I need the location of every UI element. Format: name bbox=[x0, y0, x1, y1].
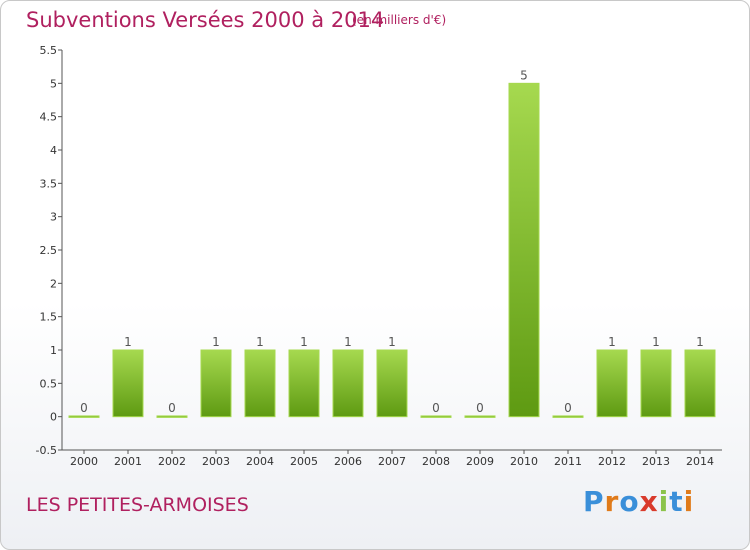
y-tick-label: 5 bbox=[50, 77, 57, 90]
x-tick-label: 2004 bbox=[246, 455, 274, 468]
x-tick-label: 2010 bbox=[510, 455, 538, 468]
bar bbox=[332, 349, 364, 418]
bar bbox=[596, 349, 628, 418]
bar bbox=[244, 349, 276, 418]
y-tick-label: 5.5 bbox=[40, 44, 58, 57]
bar bbox=[200, 349, 232, 418]
x-tick-label: 2011 bbox=[554, 455, 582, 468]
logo-letter: i bbox=[683, 485, 695, 518]
y-tick-label: 1 bbox=[50, 344, 57, 357]
data-label: 1 bbox=[256, 335, 264, 349]
bar bbox=[376, 349, 408, 418]
bar bbox=[112, 349, 144, 418]
bar bbox=[640, 349, 672, 418]
bar bbox=[156, 415, 188, 418]
x-tick-label: 2005 bbox=[290, 455, 318, 468]
chart-bars bbox=[68, 82, 716, 418]
data-label: 1 bbox=[300, 335, 308, 349]
bar bbox=[420, 415, 452, 418]
bar bbox=[552, 415, 584, 418]
data-label: 1 bbox=[344, 335, 352, 349]
data-label: 1 bbox=[652, 335, 660, 349]
data-label: 5 bbox=[520, 68, 528, 82]
proxiti-logo: Proxiti bbox=[583, 485, 694, 518]
data-label: 1 bbox=[608, 335, 616, 349]
data-label: 1 bbox=[212, 335, 220, 349]
y-tick-label: 0.5 bbox=[40, 377, 58, 390]
chart-title: Subventions Versées 2000 à 2014 bbox=[26, 8, 385, 32]
bar bbox=[508, 82, 540, 418]
logo-letter: P bbox=[583, 485, 605, 518]
chart-axes: -0.5 0 0.5 1 1.5 2 2.5 3 3.5 4 4.5 5 5.5 2000 2001 2002… bbox=[36, 44, 722, 468]
y-tick-label: 4.5 bbox=[40, 111, 58, 124]
y-tick-label: 4 bbox=[50, 144, 57, 157]
y-tick-label: 0 bbox=[50, 411, 57, 424]
bar bbox=[464, 415, 496, 418]
chart-unit: (en milliers d'€) bbox=[352, 13, 447, 27]
y-tick-label: 2 bbox=[50, 277, 57, 290]
data-label: 0 bbox=[80, 401, 88, 415]
data-label: 0 bbox=[564, 401, 572, 415]
y-tick-label: 3.5 bbox=[40, 177, 58, 190]
logo-letter: o bbox=[619, 485, 640, 518]
x-tick-label: 2000 bbox=[70, 455, 98, 468]
x-tick-label: 2014 bbox=[686, 455, 714, 468]
logo-letter: t bbox=[669, 485, 684, 518]
y-tick-label: -0.5 bbox=[36, 444, 57, 457]
logo-letter: i bbox=[658, 485, 670, 518]
x-tick-label: 2007 bbox=[378, 455, 406, 468]
logo-letter: x bbox=[639, 485, 659, 518]
logo-letter: r bbox=[604, 485, 620, 518]
data-label: 1 bbox=[696, 335, 704, 349]
data-label: 0 bbox=[168, 401, 176, 415]
data-label: 1 bbox=[388, 335, 396, 349]
y-tick-label: 3 bbox=[50, 211, 57, 224]
x-tick-label: 2002 bbox=[158, 455, 186, 468]
x-tick-label: 2001 bbox=[114, 455, 142, 468]
bar bbox=[68, 415, 100, 418]
data-label: 1 bbox=[124, 335, 132, 349]
x-tick-label: 2009 bbox=[466, 455, 494, 468]
chart-labels: 0 1 0 1 1 1 1 1 0 0 5 0 1 1 1 bbox=[80, 68, 704, 415]
y-tick-label: 2.5 bbox=[40, 244, 58, 257]
x-tick-label: 2006 bbox=[334, 455, 362, 468]
bar bbox=[288, 349, 320, 418]
bar bbox=[684, 349, 716, 418]
data-label: 0 bbox=[432, 401, 440, 415]
x-tick-label: 2003 bbox=[202, 455, 230, 468]
x-tick-label: 2013 bbox=[642, 455, 670, 468]
data-label: 0 bbox=[476, 401, 484, 415]
x-tick-label: 2008 bbox=[422, 455, 450, 468]
y-tick-label: 1.5 bbox=[40, 311, 58, 324]
x-tick-label: 2012 bbox=[598, 455, 626, 468]
commune-name: LES PETITES-ARMOISES bbox=[26, 494, 249, 516]
